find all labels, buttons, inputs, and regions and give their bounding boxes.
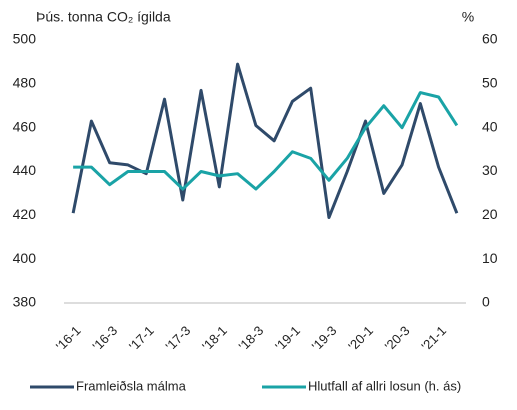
x-tick-label: '18-1 [199, 323, 230, 354]
y-tick-label: 500 [13, 31, 37, 47]
x-tick-label: '16-1 [53, 323, 84, 354]
y2-tick-label: 50 [482, 75, 498, 91]
y-tick-label: 460 [13, 118, 37, 134]
x-tick-label: '19-1 [272, 323, 303, 354]
x-tick-label: '17-1 [126, 323, 157, 354]
legend-label: Framleiðsla málma [76, 378, 187, 393]
line-series [71, 62, 459, 220]
y2-tick-label: 0 [482, 294, 490, 310]
x-tick-label: '20-3 [382, 323, 413, 354]
y2-tick-label: 60 [482, 31, 498, 47]
y2-tick-label: 40 [482, 118, 498, 134]
y-tick-label: 420 [13, 206, 37, 222]
line-series [73, 91, 459, 191]
y2-tick-label: 20 [482, 206, 498, 222]
x-tick-label: '17-3 [163, 323, 194, 354]
x-tick-label: '18-3 [236, 323, 267, 354]
y2-tick-label: 30 [482, 162, 498, 178]
y-tick-label: 400 [13, 250, 37, 266]
x-tick-label: '20-1 [345, 323, 376, 354]
y-tick-label: 380 [13, 294, 37, 310]
y-tick-label: 440 [13, 162, 37, 178]
x-tick-label: '21-1 [418, 323, 449, 354]
x-tick-label: '16-3 [89, 323, 120, 354]
y-axis-label: Þús. tonna CO₂ ígilda [36, 9, 171, 25]
x-tick-label: '19-3 [309, 323, 340, 354]
y2-tick-label: 10 [482, 250, 498, 266]
legend-label: Hlutfall af allri losun (h. ás) [308, 378, 461, 393]
y2-axis-label: % [462, 9, 474, 25]
y-tick-label: 480 [13, 75, 37, 91]
